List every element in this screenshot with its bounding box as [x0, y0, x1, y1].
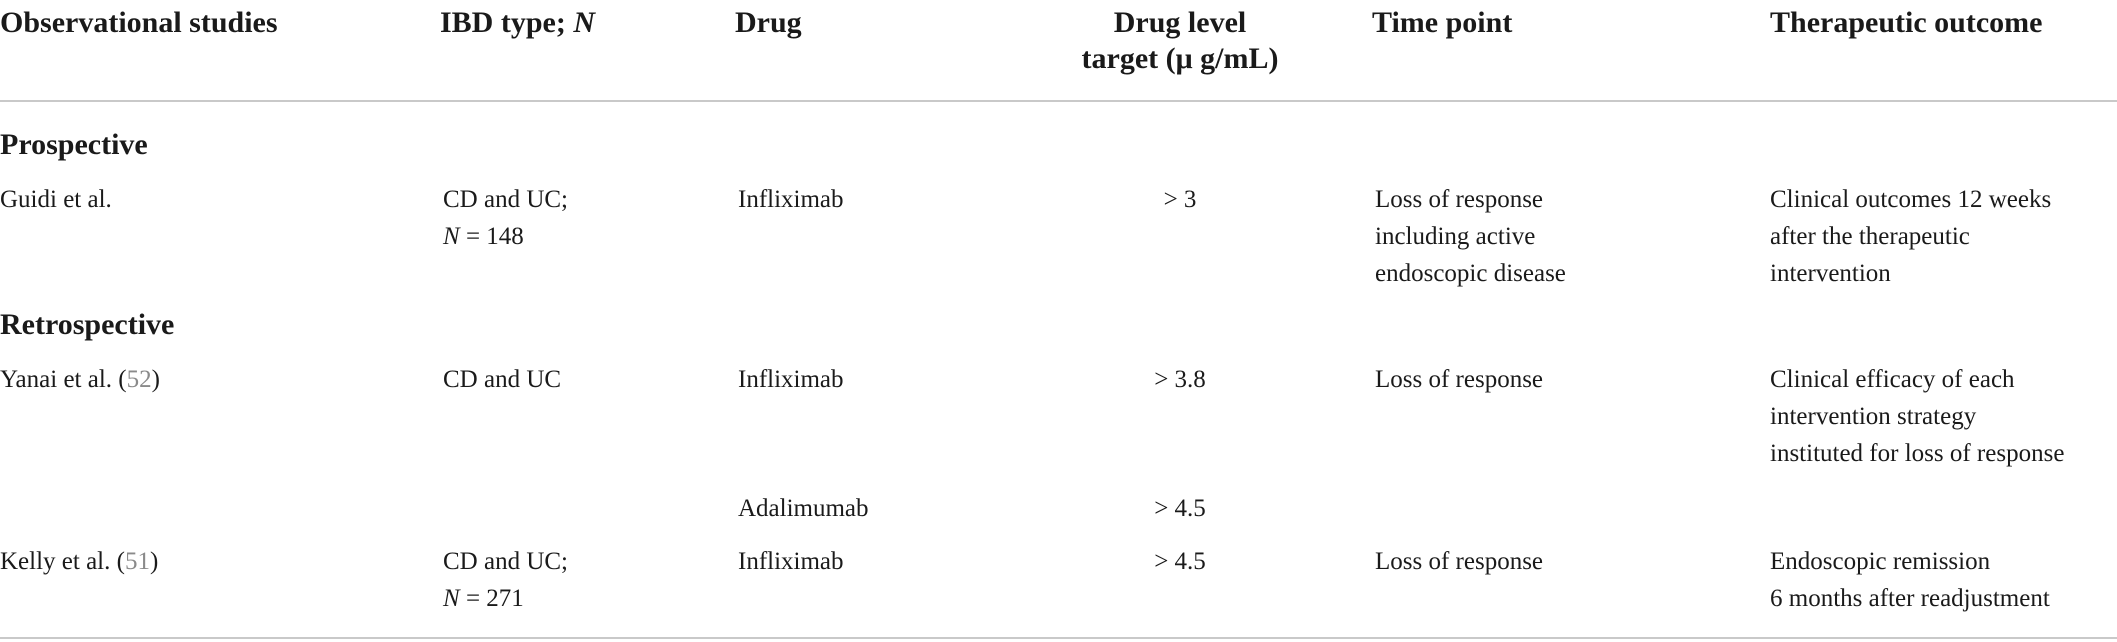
cell-outcome-line: Clinical efficacy of each — [1770, 366, 2015, 393]
cell-outcome-line: instituted for loss of response — [1770, 440, 2065, 467]
cell-ibd-type-line1: CD and UC; — [443, 548, 568, 575]
header-drug: Drug — [735, 6, 802, 39]
table-header: Observational studies IBD type; N Drug D… — [0, 0, 2117, 100]
cell-ibd-n-value: = 271 — [459, 585, 524, 612]
cell-time-point: Loss of response — [1375, 366, 1544, 393]
cell-time-point-line: endoscopic disease — [1375, 260, 1566, 287]
cell-ibd-type: CD and UC; N = 271 — [443, 543, 568, 617]
cell-outcome-line: intervention strategy — [1770, 403, 1977, 430]
cell-drug: Infliximab — [738, 366, 844, 393]
cell-outcome-line: Clinical outcomes 12 weeks — [1770, 186, 2052, 213]
cell-drug-level: > 4.5 — [1154, 495, 1206, 522]
cell-study: Yanai et al. (52) — [0, 361, 160, 398]
cell-ibd-type: CD and UC; N = 148 — [443, 181, 568, 255]
header-therapeutic-outcome: Therapeutic outcome — [1770, 6, 2043, 39]
cell-ibd-n-label: N — [443, 585, 460, 612]
header-ibd-type: IBD type; N — [440, 5, 595, 41]
header-drug-level-line1: Drug level — [1113, 6, 1247, 39]
section-title-retrospective: Retrospective — [0, 308, 175, 341]
cell-drug: Adalimumab — [738, 495, 869, 522]
cell-therapeutic-outcome: Clinical outcomes 12 weeks after the the… — [1770, 181, 2051, 292]
cell-therapeutic-outcome: Endoscopic remission 6 months after read… — [1770, 543, 2050, 617]
cell-study-close: ) — [149, 548, 159, 575]
cell-ibd-n-label: N — [443, 223, 460, 250]
header-observational-studies: Observational studies — [0, 6, 278, 39]
cell-outcome-line: after the therapeutic — [1770, 223, 1970, 250]
header-ibd-type-n: N — [573, 6, 596, 39]
cell-time-point: Loss of response — [1375, 548, 1544, 575]
cell-ibd-type-n: N = 271 — [443, 580, 568, 617]
cell-study: Guidi et al. — [0, 186, 112, 213]
section-title-prospective: Prospective — [0, 128, 148, 161]
cell-drug-level: > 4.5 — [1154, 548, 1206, 575]
cell-time-point-line: including active — [1375, 223, 1536, 250]
cell-ibd-type-n: N = 148 — [443, 218, 568, 255]
cell-study-name: Kelly et al. ( — [0, 548, 125, 575]
cell-therapeutic-outcome: Clinical efficacy of each intervention s… — [1770, 361, 2064, 472]
header-drug-level-line2: target (μ g/mL) — [1081, 42, 1279, 75]
cell-ibd-type: CD and UC — [443, 366, 562, 393]
cell-drug: Infliximab — [738, 548, 844, 575]
header-drug-level: Drug level target (μ g/mL) — [1060, 5, 1300, 77]
cell-drug: Infliximab — [738, 186, 844, 213]
cell-study-reference-link[interactable]: 51 — [124, 548, 150, 575]
cell-outcome-line: Endoscopic remission — [1770, 548, 1991, 575]
cell-time-point: Loss of response including active endosc… — [1375, 181, 1566, 292]
cell-study: Kelly et al. (51) — [0, 543, 158, 580]
cell-study-name: Yanai et al. ( — [0, 366, 127, 393]
cell-drug-level: > 3 — [1163, 186, 1197, 213]
header-ibd-type-label: IBD type; — [440, 6, 574, 39]
header-time-point: Time point — [1372, 6, 1513, 39]
cell-ibd-n-value: = 148 — [459, 223, 524, 250]
cell-outcome-line: intervention — [1770, 260, 1891, 287]
cell-outcome-line: 6 months after readjustment — [1770, 585, 2050, 612]
header-divider — [0, 100, 2117, 102]
cell-ibd-type-line1: CD and UC; — [443, 186, 568, 213]
table-bottom-divider — [0, 637, 2117, 639]
cell-drug-level: > 3.8 — [1154, 366, 1206, 393]
cell-study-reference-link[interactable]: 52 — [126, 366, 152, 393]
cell-time-point-line: Loss of response — [1375, 186, 1544, 213]
cell-study-close: ) — [151, 366, 160, 393]
